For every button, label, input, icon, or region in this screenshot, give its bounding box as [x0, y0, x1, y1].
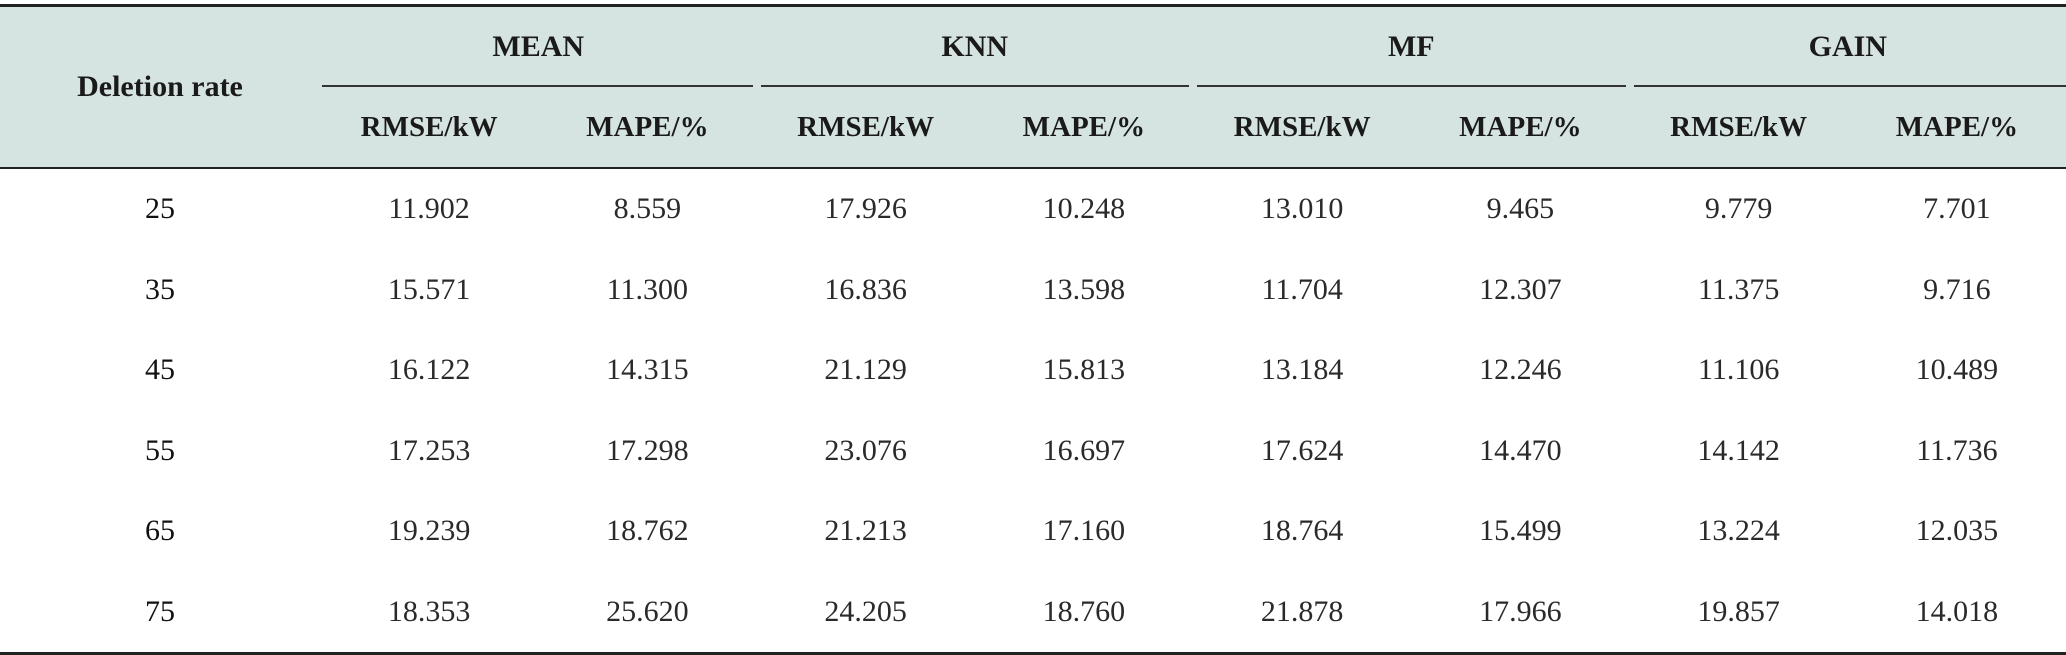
table-body: 25 11.902 8.559 17.926 10.248 13.010 9.4…	[0, 168, 2066, 655]
mf-mape-cell: 15.499	[1479, 514, 1562, 548]
gain-mape-cell: 12.035	[1915, 514, 1999, 548]
table-header: Deletion rate MEAN KNN MF GAIN RMSE/kW M…	[0, 5, 2066, 169]
deletion-rate-cell: 35	[145, 272, 175, 306]
method-header-mf: MF	[1193, 5, 1630, 87]
method-header-mean: MEAN	[320, 5, 757, 87]
knn-mape-cell: 15.813	[1042, 353, 1126, 387]
gain-rmse-cell: 11.106	[1697, 353, 1780, 387]
mean-rmse-cell: 11.902	[388, 192, 470, 226]
mf-rmse-cell: 17.624	[1260, 433, 1344, 467]
knn-rmse-cell: 21.129	[824, 353, 907, 387]
mf-rmse-cell: 21.878	[1193, 571, 1412, 655]
deletion-rate-cell: 75	[0, 571, 320, 655]
results-table-container: Deletion rate MEAN KNN MF GAIN RMSE/kW M…	[0, 4, 2066, 655]
gain-mape-cell: 7.701	[1923, 192, 1991, 226]
knn-rmse-cell: 23.076	[824, 433, 907, 467]
knn-rmse-cell: 24.205	[756, 571, 975, 655]
mean-rmse-cell: 15.571	[387, 272, 471, 306]
gain-mape-cell: 11.736	[1916, 433, 1998, 467]
mean-mape-cell: 17.298	[606, 433, 689, 467]
gain-rmse-cell: 9.779	[1704, 192, 1773, 226]
imputation-results-table: Deletion rate MEAN KNN MF GAIN RMSE/kW M…	[0, 4, 2066, 655]
mean-rmse-cell: 19.239	[387, 514, 471, 548]
knn-rmse-cell: 16.836	[824, 272, 907, 306]
mf-mape-cell: 9.465	[1486, 192, 1555, 226]
table-row: 25 11.902 8.559 17.926 10.248 13.010 9.4…	[0, 168, 2066, 250]
gain-rmse-cell: 13.224	[1697, 514, 1780, 548]
mean-mape-cell: 14.315	[606, 353, 689, 387]
metric-header-gain-mape: MAPE/%	[1847, 87, 2066, 169]
mean-mape-cell: 25.620	[538, 571, 757, 655]
table-row: 55 17.253 17.298 23.076 16.697 17.624 14…	[0, 411, 2066, 492]
table-row: 75 18.353 25.620 24.205 18.760 21.878 17…	[0, 571, 2066, 655]
deletion-rate-cell: 25	[145, 192, 175, 226]
mf-rmse-cell: 18.764	[1260, 514, 1344, 548]
mf-rmse-cell: 11.704	[1261, 272, 1343, 306]
mean-mape-cell: 11.300	[606, 272, 689, 306]
mean-rmse-cell: 16.122	[387, 353, 471, 387]
table-row: 65 19.239 18.762 21.213 17.160 18.764 15…	[0, 491, 2066, 572]
knn-mape-cell: 13.598	[1042, 272, 1126, 306]
mf-mape-cell: 12.246	[1479, 353, 1562, 387]
method-header-gain: GAIN	[1629, 5, 2066, 87]
mean-rmse-cell: 17.253	[387, 433, 471, 467]
metric-header-mf-mape: MAPE/%	[1411, 87, 1630, 169]
knn-mape-cell: 18.760	[974, 571, 1194, 655]
mf-mape-cell: 14.470	[1479, 433, 1562, 467]
gain-mape-cell: 10.489	[1915, 353, 1999, 387]
knn-mape-cell: 10.248	[1042, 192, 1126, 226]
deletion-rate-cell: 65	[145, 514, 175, 548]
header-row-metrics: RMSE/kW MAPE/% RMSE/kW MAPE/% RMSE/kW MA…	[0, 87, 2066, 169]
knn-mape-cell: 17.160	[1042, 514, 1126, 548]
mf-rmse-cell: 13.010	[1260, 192, 1344, 226]
metric-header-gain-rmse: RMSE/kW	[1629, 87, 1848, 169]
mf-mape-cell: 17.966	[1411, 571, 1630, 655]
mean-rmse-cell: 18.353	[320, 571, 539, 655]
table-row: 35 15.571 11.300 16.836 13.598 11.704 12…	[0, 250, 2066, 331]
deletion-rate-cell: 45	[145, 353, 175, 387]
mf-rmse-cell: 13.184	[1260, 353, 1344, 387]
mean-mape-cell: 18.762	[606, 514, 689, 548]
deletion-rate-cell: 55	[145, 433, 175, 467]
table-row: 45 16.122 14.315 21.129 15.813 13.184 12…	[0, 330, 2066, 411]
metric-header-knn-mape: MAPE/%	[974, 87, 1194, 169]
mf-mape-cell: 12.307	[1479, 272, 1562, 306]
metric-header-knn-rmse: RMSE/kW	[756, 87, 975, 169]
knn-rmse-cell: 17.926	[824, 192, 907, 226]
knn-mape-cell: 16.697	[1042, 433, 1126, 467]
gain-mape-cell: 14.018	[1847, 571, 2066, 655]
gain-rmse-cell: 11.375	[1697, 272, 1780, 306]
mean-mape-cell: 8.559	[613, 192, 682, 226]
header-row-methods: Deletion rate MEAN KNN MF GAIN	[0, 5, 2066, 169]
gain-rmse-cell: 14.142	[1697, 433, 1780, 467]
method-header-knn: KNN	[756, 5, 1194, 87]
metric-header-mean-rmse: RMSE/kW	[320, 87, 539, 169]
metric-header-mf-rmse: RMSE/kW	[1193, 87, 1412, 169]
gain-mape-cell: 9.716	[1923, 272, 1991, 306]
knn-rmse-cell: 21.213	[824, 514, 907, 548]
metric-header-mean-mape: MAPE/%	[538, 87, 757, 169]
deletion-rate-header: Deletion rate	[0, 5, 320, 169]
gain-rmse-cell: 19.857	[1629, 571, 1848, 655]
